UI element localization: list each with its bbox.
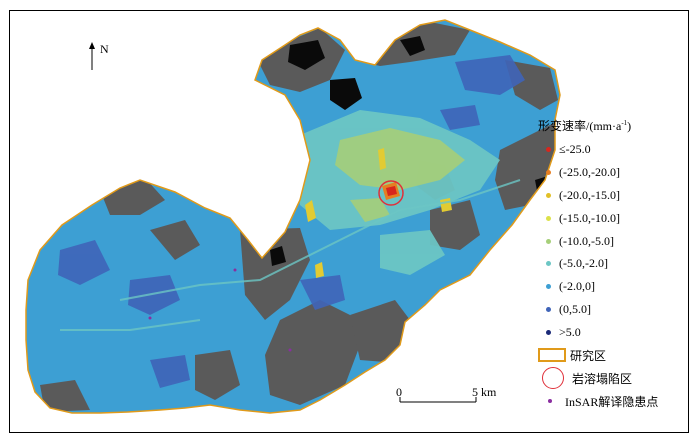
legend-swatch bbox=[546, 146, 551, 152]
legend-swatch bbox=[546, 238, 551, 244]
legend-swatch bbox=[546, 215, 551, 221]
insar-swatch bbox=[548, 399, 552, 404]
linear-features bbox=[60, 179, 521, 331]
legend-study-area: 研究区 bbox=[538, 344, 698, 367]
north-arrow-icon bbox=[89, 42, 95, 70]
legend-swatch bbox=[546, 169, 551, 175]
scale-end-label: 5 km bbox=[472, 385, 497, 399]
study-area-swatch bbox=[538, 348, 566, 363]
legend-swatch bbox=[546, 261, 551, 267]
legend-title: 形变速率/(mm·a-1) bbox=[538, 119, 632, 133]
legend-item: (-15.0,-10.0] bbox=[538, 207, 698, 230]
insar-points bbox=[148, 268, 292, 352]
legend-item: (-5.0,-2.0] bbox=[538, 252, 698, 275]
legend-swatch bbox=[546, 330, 551, 336]
legend-swatch bbox=[546, 307, 551, 313]
scale-bar bbox=[399, 397, 477, 403]
legend-swatch bbox=[546, 192, 551, 198]
red-core bbox=[386, 186, 397, 196]
study-area-boundary bbox=[25, 19, 561, 414]
water-bodies bbox=[270, 36, 550, 266]
legend: 形变速率/(mm·a-1) ≤-25.0 (-25.0,-20.0] (-20.… bbox=[538, 117, 698, 413]
north-label: N bbox=[100, 42, 109, 56]
legend-item: ≤-25.0 bbox=[538, 138, 698, 161]
collapse-swatch bbox=[542, 367, 564, 390]
legend-insar: InSAR解译隐患点 bbox=[538, 390, 698, 413]
yellow-streaks bbox=[305, 148, 452, 278]
legend-item: >5.0 bbox=[538, 321, 698, 344]
uplift-patches bbox=[58, 55, 525, 388]
legend-item: (-20.0,-15.0] bbox=[538, 184, 698, 207]
scale-start-label: 0 bbox=[396, 385, 402, 399]
legend-collapse: 岩溶塌陷区 bbox=[538, 367, 698, 390]
legend-item: (-25.0,-20.0] bbox=[538, 161, 698, 184]
green-zone bbox=[335, 128, 465, 222]
legend-item: (-2.0,0] bbox=[538, 275, 698, 298]
legend-item: (-10.0,-5.0] bbox=[538, 230, 698, 253]
legend-item: (0,5.0] bbox=[538, 298, 698, 321]
legend-swatch bbox=[546, 284, 551, 290]
collapse-zone-circle bbox=[378, 180, 404, 206]
